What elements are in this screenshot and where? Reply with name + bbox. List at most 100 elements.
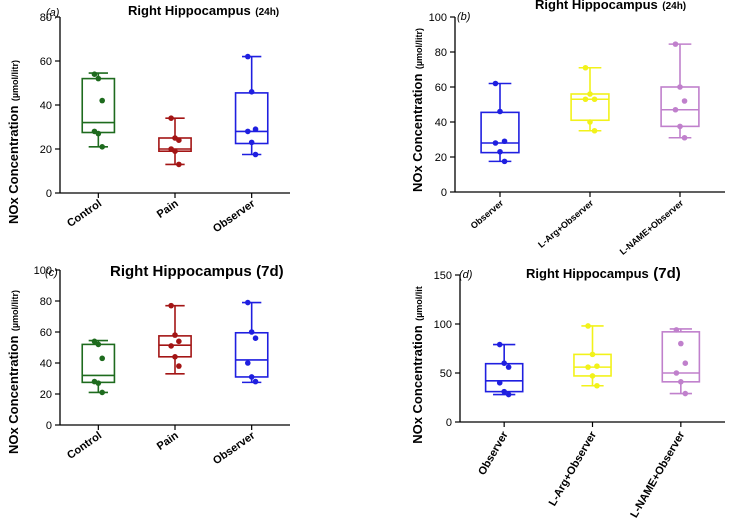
data-point bbox=[672, 41, 679, 47]
data-point bbox=[245, 299, 251, 306]
data-point bbox=[497, 148, 503, 155]
plot-area: 0 50 100 150 Observer L-Arg+Observer L-NAME+Ob… bbox=[434, 270, 725, 520]
box bbox=[661, 331, 701, 383]
data-point bbox=[248, 139, 255, 146]
data-point bbox=[95, 380, 102, 386]
category-label: Observer bbox=[211, 429, 258, 467]
panel-c: (c) Right Hippocampus (7d) NOx Concentra… bbox=[5, 263, 290, 467]
y-axis-title: NOx Concentration bbox=[410, 74, 425, 193]
box bbox=[81, 77, 116, 134]
chart-title: Right Hippocampus (24h) bbox=[128, 2, 279, 19]
data-point bbox=[582, 96, 589, 103]
panel-label: (c) bbox=[45, 267, 58, 279]
data-point bbox=[245, 360, 251, 366]
y-tick-label: 60 bbox=[435, 82, 447, 94]
data-point bbox=[682, 360, 689, 367]
y-axis-unit: (µmol/litr) bbox=[10, 60, 20, 101]
data-point bbox=[168, 343, 174, 349]
category-label: Observer bbox=[476, 429, 511, 477]
y-tick-label: 50 bbox=[440, 368, 452, 380]
y-tick-label: 100 bbox=[34, 265, 52, 277]
data-point bbox=[501, 138, 508, 145]
y-tick-label: 0 bbox=[441, 187, 447, 199]
y-axis-label: NOx Concentration (µmol/lit bbox=[410, 286, 425, 444]
y-tick-label: 150 bbox=[434, 270, 452, 282]
data-point bbox=[496, 341, 503, 348]
data-point bbox=[501, 158, 508, 165]
category-label: Control bbox=[65, 430, 104, 462]
y-axis-title: NOx Concentration bbox=[6, 336, 21, 455]
data-point bbox=[95, 75, 102, 82]
data-point bbox=[248, 89, 255, 95]
data-point bbox=[681, 134, 688, 141]
svg-text:NOx Concentration (µmo: NOx Concentration (µmol/litr) bbox=[409, 28, 426, 192]
data-point bbox=[678, 340, 684, 347]
y-tick-label: 100 bbox=[429, 12, 447, 24]
panel-label: (b) bbox=[457, 11, 471, 23]
box bbox=[660, 86, 700, 128]
plot-area: 0 20 40 60 80 Control Pain Observer bbox=[40, 12, 290, 235]
data-point bbox=[492, 140, 499, 146]
category-label: L-NAME+Observer bbox=[628, 429, 688, 520]
data-point bbox=[168, 302, 174, 309]
svg-text:NOx Concentration (µmo: NOx Concentration (µmol/litr) bbox=[5, 290, 22, 454]
data-point bbox=[587, 91, 593, 97]
box bbox=[573, 353, 612, 377]
category-label: Observer bbox=[469, 198, 506, 231]
panel-label: (a) bbox=[46, 7, 60, 19]
y-axis-title: NOx Concentration bbox=[6, 106, 21, 225]
panel-b: (b) Right Hippocampus (24h) NOx Concentr… bbox=[409, 0, 725, 257]
y-tick-label: 40 bbox=[40, 358, 52, 370]
y-tick-label: 100 bbox=[434, 319, 452, 331]
y-axis-unit: (µmol/litr) bbox=[414, 28, 424, 69]
y-tick-label: 40 bbox=[40, 100, 52, 112]
y-tick-label: 40 bbox=[435, 117, 447, 129]
y-tick-label: 0 bbox=[446, 417, 452, 429]
y-axis-unit: (µmol/lit bbox=[414, 286, 424, 321]
y-tick-label: 0 bbox=[46, 188, 52, 200]
category-label: Observer bbox=[211, 197, 258, 235]
data-point bbox=[672, 106, 679, 113]
chart-title-suffix: (24h) bbox=[662, 1, 686, 12]
y-axis-title: NOx Concentration bbox=[410, 325, 425, 444]
box bbox=[234, 92, 269, 145]
data-point bbox=[585, 364, 591, 370]
data-point bbox=[99, 355, 105, 362]
plot-area: 0 20 40 60 80 100 Control Pain Observer bbox=[34, 265, 290, 467]
chart-title: Right Hippocampus (7d) bbox=[110, 263, 284, 280]
chart-title: Right Hippocampus (24h) bbox=[535, 0, 686, 13]
y-tick-label: 20 bbox=[435, 152, 447, 164]
y-tick-label: 80 bbox=[40, 12, 52, 24]
data-point bbox=[673, 327, 680, 333]
data-point bbox=[252, 335, 259, 342]
category-label: Pain bbox=[155, 197, 181, 220]
data-point bbox=[677, 123, 683, 130]
box bbox=[570, 93, 610, 122]
data-point bbox=[587, 119, 593, 125]
data-point bbox=[681, 98, 688, 104]
chart-title-main: Right Hippocampus bbox=[110, 263, 252, 280]
data-point bbox=[95, 341, 102, 348]
data-point bbox=[248, 329, 255, 335]
data-point bbox=[168, 115, 174, 121]
data-point bbox=[591, 127, 598, 134]
data-point bbox=[682, 390, 689, 397]
panel-d: (d) Right Hippocampus (7d) NOx Concentra… bbox=[410, 265, 725, 520]
y-tick-label: 20 bbox=[40, 389, 52, 401]
data-point bbox=[91, 71, 98, 77]
y-tick-label: 20 bbox=[40, 144, 52, 156]
y-tick-label: 60 bbox=[40, 327, 52, 339]
svg-text:NOx Concentration (µmo: NOx Concentration (µmol/litr) bbox=[5, 60, 22, 224]
data-point bbox=[99, 389, 105, 396]
chart-title-suffix: (7d) bbox=[256, 263, 284, 280]
data-point bbox=[252, 126, 259, 132]
data-point bbox=[176, 161, 182, 168]
data-point bbox=[582, 64, 589, 71]
category-label: L-Arg+Observer bbox=[547, 429, 600, 508]
box bbox=[234, 331, 269, 378]
panel-label: (d) bbox=[459, 269, 473, 281]
chart-title-main: Right Hippocampus bbox=[128, 3, 251, 18]
data-point bbox=[505, 391, 512, 398]
y-axis-unit: (µmol/litr) bbox=[10, 290, 20, 331]
